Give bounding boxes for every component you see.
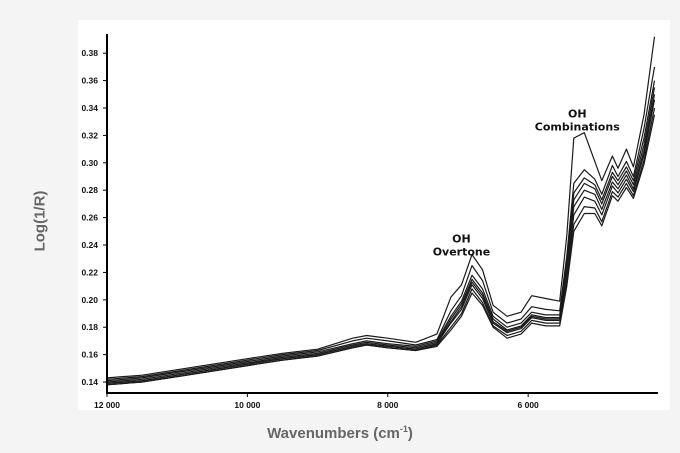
x-axis-title-text: Wavenumbers (cm xyxy=(267,425,400,442)
x-axis-title: Wavenumbers (cm-1) xyxy=(0,424,680,442)
series-layer xyxy=(106,36,656,386)
annotation-2-line-1: OH xyxy=(568,108,587,121)
annotation-1-line-2: Overtone xyxy=(433,245,491,258)
spectrum-line-6 xyxy=(106,99,656,384)
x-tick-label: 8 000 xyxy=(377,400,399,410)
annotation-2-line-2: Combinations xyxy=(535,121,620,134)
y-tick-label: 0.16 xyxy=(81,350,98,360)
spectrum-line-8 xyxy=(106,114,656,386)
y-tick-label: 0.20 xyxy=(81,295,98,305)
y-tick-label: 0.30 xyxy=(81,158,98,168)
spectrum-line-4 xyxy=(106,87,656,383)
y-tick-label: 0.18 xyxy=(81,322,98,332)
y-tick-label: 0.36 xyxy=(81,76,98,86)
y-tick-label: 0.26 xyxy=(81,213,98,223)
y-tick-label: 0.32 xyxy=(81,130,98,140)
annotation-1-line-1: OH xyxy=(452,232,471,245)
x-axis-title-close: ) xyxy=(407,425,413,442)
y-tick-label: 0.22 xyxy=(81,267,98,277)
x-tick-label: 6 000 xyxy=(518,400,540,410)
y-tick-label: 0.28 xyxy=(81,185,98,195)
y-axis-title: Log(1/R) xyxy=(31,190,49,252)
y-tick-label: 0.24 xyxy=(81,240,98,250)
plot-background xyxy=(78,20,670,410)
x-axis-title-exponent: -1 xyxy=(399,424,408,434)
tick-layer: 0.14 0.16 0.18 0.20 0.22 0.24 0.26 0.28 0.30 0.32… xyxy=(81,48,539,410)
spectrum-line-3 xyxy=(106,80,656,382)
y-tick-label: 0.38 xyxy=(81,48,98,58)
x-tick-label: 10 000 xyxy=(234,400,260,410)
spectrum-line-2 xyxy=(106,66,656,380)
y-tick-label: 0.34 xyxy=(81,103,98,113)
y-tick-label: 0.14 xyxy=(81,377,98,387)
spectrum-plot: 0.14 0.16 0.18 0.20 0.22 0.24 0.26 0.28 0.30 0.32… xyxy=(78,20,670,410)
x-tick-label: 12 000 xyxy=(94,400,120,410)
spectrum-line-1 xyxy=(106,36,656,379)
